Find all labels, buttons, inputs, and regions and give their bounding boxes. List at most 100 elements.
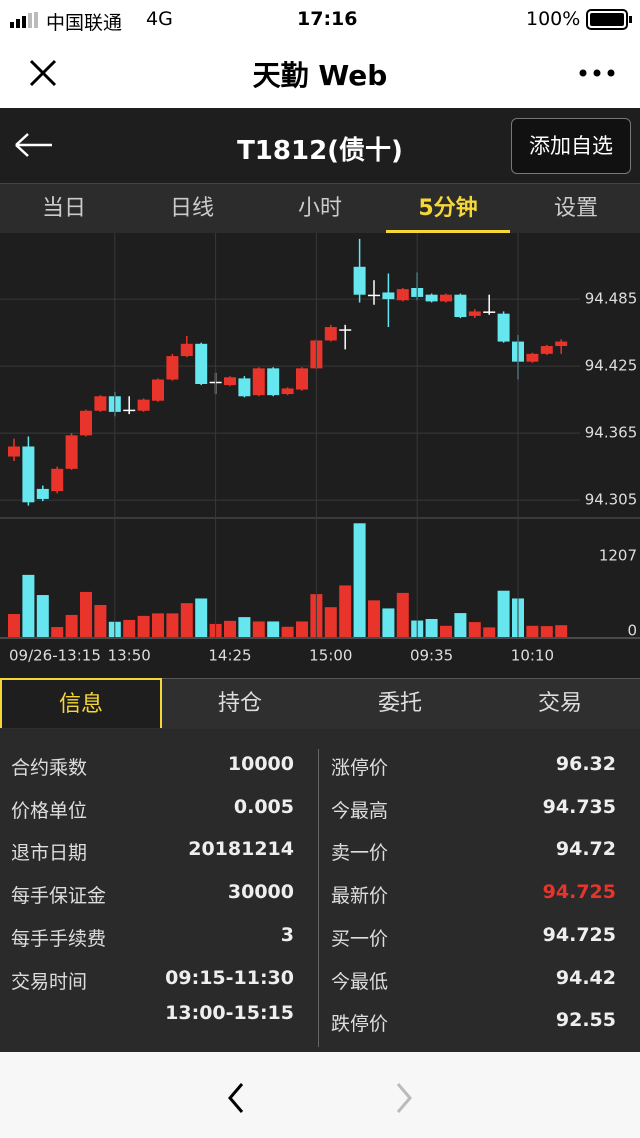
candle-body <box>440 294 452 302</box>
info-label: 买一价 <box>331 927 389 950</box>
info-label: 退市日期 <box>11 842 88 865</box>
period-tab[interactable]: 5分钟 <box>418 196 478 221</box>
y-tick-label: 0 <box>627 622 637 640</box>
quote-header: T1812(债十) 添加自选 <box>0 108 640 184</box>
volume-bar <box>8 614 20 637</box>
nav-title: 天勤 Web <box>252 59 388 92</box>
period-tab[interactable]: 设置 <box>553 196 598 221</box>
candle-body <box>94 396 107 411</box>
volume-bar <box>368 600 380 637</box>
y-tick-label: 1207 <box>599 547 637 565</box>
info-tab[interactable]: 持仓 <box>217 691 262 716</box>
more-button[interactable] <box>578 68 618 78</box>
volume-bar <box>526 625 539 637</box>
volume-bar <box>497 590 510 637</box>
add-favorite-button[interactable]: 添加自选 <box>511 118 631 174</box>
forward-nav[interactable] <box>394 1082 414 1114</box>
volume-bar <box>22 574 35 637</box>
info-value: 96.32 <box>555 753 616 775</box>
volume-bar <box>296 621 308 637</box>
status-bar: 中国联通 4G 17:16 100% <box>0 0 640 40</box>
x-tick-label: 15:00 <box>309 647 352 665</box>
period-tab[interactable]: 当日 <box>41 196 86 221</box>
y-tick-label: 94.425 <box>585 357 638 375</box>
signal-icon <box>10 12 38 28</box>
active-underline <box>386 230 510 233</box>
volume-bar <box>425 618 438 637</box>
volume-bar <box>382 608 395 637</box>
volume-bar <box>540 626 553 637</box>
volume-bar <box>396 592 409 637</box>
back-button[interactable] <box>14 132 54 158</box>
volume-bar <box>180 603 193 637</box>
volume-bar <box>51 627 64 637</box>
candle-body <box>137 399 150 411</box>
candle-body <box>281 388 294 395</box>
battery-icon <box>586 9 632 30</box>
info-value: 13:00-15:15 <box>165 1001 294 1024</box>
volume-bar <box>166 613 179 637</box>
info-label: 每手保证金 <box>11 885 107 908</box>
candle-body <box>368 294 380 297</box>
info-label: 合约乘数 <box>11 757 88 779</box>
candle-body <box>65 435 78 469</box>
candle-body <box>152 379 164 401</box>
candle-body <box>540 346 553 354</box>
candle-body <box>166 356 179 380</box>
info-label: 交易时间 <box>11 970 88 993</box>
nav-bar: 天勤 Web <box>0 40 640 109</box>
info-label: 今最高 <box>331 799 389 822</box>
info-value: 20181214 <box>188 838 294 861</box>
x-tick-label: 09/26-13:15 <box>9 647 101 665</box>
chart: 94.305 94.365 94.425 94.485 0 1207 09/26-13:15… <box>0 233 640 678</box>
candle-body <box>454 294 467 318</box>
info-tab[interactable]: 交易 <box>537 691 582 716</box>
candle-body <box>22 446 35 503</box>
info-label: 最新价 <box>331 885 389 908</box>
x-tick-label: 14:25 <box>208 647 251 665</box>
candle-body <box>468 311 481 316</box>
close-button[interactable] <box>28 58 58 88</box>
candle-body <box>195 343 208 384</box>
info-label: 价格单位 <box>11 799 88 822</box>
volume-bar <box>483 627 496 637</box>
volume-bar <box>468 622 481 637</box>
info-tab[interactable]: 委托 <box>377 691 422 716</box>
volume-bar <box>65 614 78 637</box>
x-tick-label: 09:35 <box>410 647 453 665</box>
candle-body <box>324 327 337 341</box>
volume-bar <box>267 621 280 637</box>
info-value: 94.735 <box>542 795 616 818</box>
candle-body <box>526 353 539 362</box>
info-tab[interactable]: 信息 <box>0 678 162 728</box>
candle-body <box>497 313 510 342</box>
clock: 17:16 <box>297 8 358 30</box>
candle-body <box>36 488 49 499</box>
info-value: 09:15-11:30 <box>165 966 294 989</box>
volume-bar <box>324 607 337 637</box>
candle-body <box>224 377 236 386</box>
volume-bar <box>123 619 136 637</box>
browser-toolbar <box>0 1052 640 1138</box>
period-tab[interactable]: 日线 <box>169 196 214 221</box>
volume-bar <box>152 613 164 637</box>
back-nav[interactable] <box>226 1082 246 1114</box>
network: 4G <box>146 8 173 30</box>
candle-body <box>339 329 352 331</box>
info-value: 92.55 <box>555 1009 616 1032</box>
candle-body <box>180 343 193 357</box>
candle-body <box>51 468 64 492</box>
battery-text: 100% <box>526 8 581 30</box>
volume-bar <box>137 615 150 637</box>
candle-body <box>382 292 395 300</box>
info-value: 94.725 <box>542 923 616 946</box>
volume-bar <box>195 598 208 637</box>
volume-bar <box>555 625 568 637</box>
candle-body <box>483 311 496 313</box>
contract-title: T1812(债十) <box>237 136 403 166</box>
period-tab[interactable]: 小时 <box>297 196 342 221</box>
info-value: 10000 <box>227 753 294 775</box>
candle-body <box>296 368 308 390</box>
x-tick-label: 13:50 <box>108 647 151 665</box>
